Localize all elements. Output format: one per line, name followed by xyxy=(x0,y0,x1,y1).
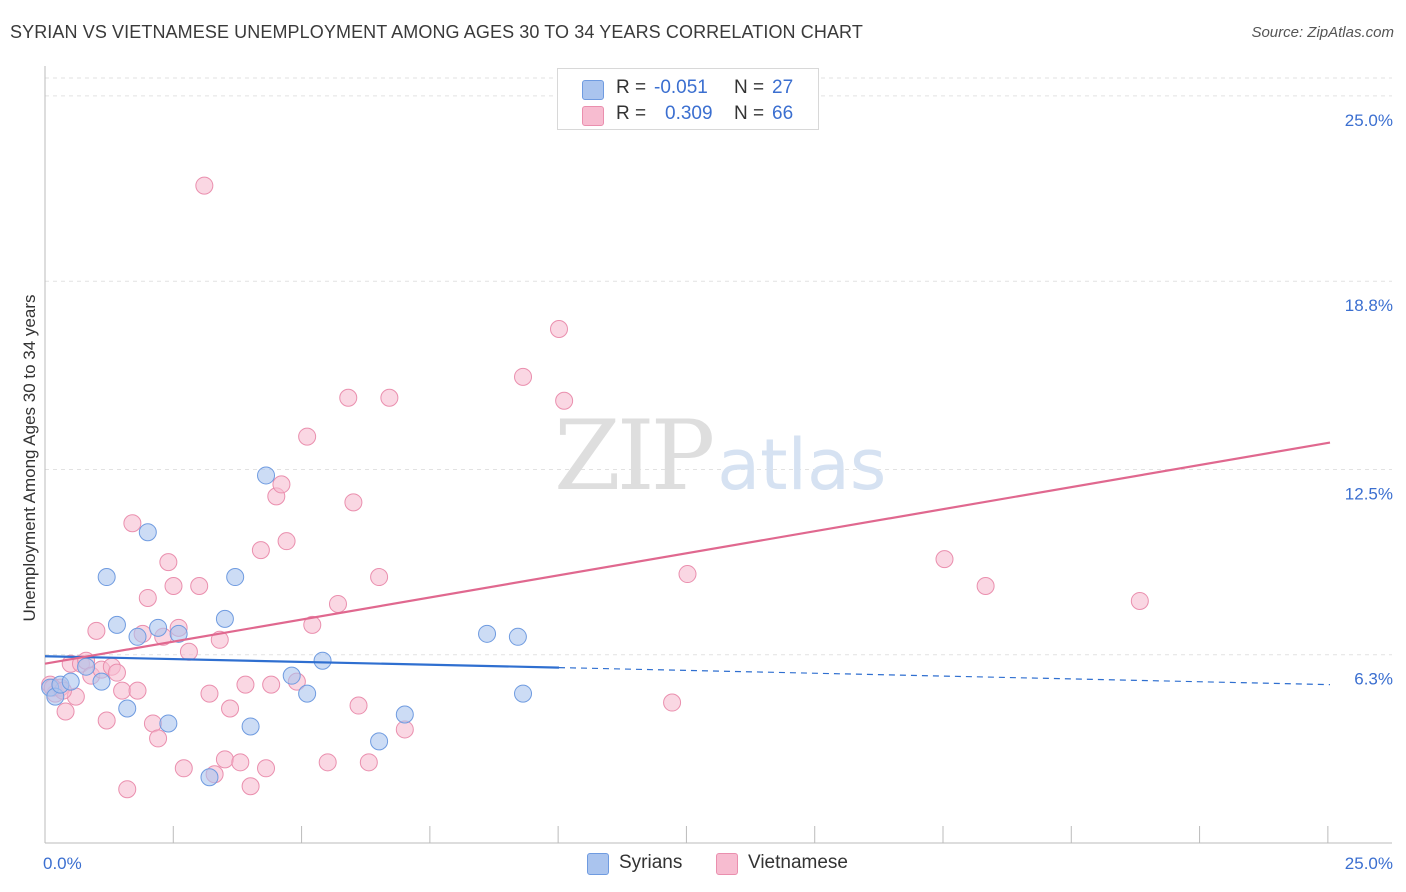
vietnamese-point xyxy=(56,702,75,721)
vietnamese-point xyxy=(236,675,255,694)
vietnamese-point xyxy=(251,541,270,560)
x-tick-label-max: 25.0% xyxy=(1345,854,1393,873)
x-tick-label-min: 0.0% xyxy=(43,854,82,873)
correlation-legend: R = -0.051 N = 27 R = 0.309 N = 66 xyxy=(557,68,819,130)
syrians-point xyxy=(370,732,389,751)
syrians-point xyxy=(298,684,317,703)
vietnamese-point xyxy=(87,621,106,640)
vietnamese-point xyxy=(231,753,250,772)
vietnamese-point xyxy=(935,550,954,569)
source-label: Source: ZipAtlas.com xyxy=(1251,24,1394,41)
vietnamese-point xyxy=(380,388,399,407)
syrians-point xyxy=(138,523,157,542)
vietnamese-point xyxy=(555,391,574,410)
vietnamese-point xyxy=(190,577,209,596)
syrians-point xyxy=(395,705,414,724)
vietnamese-point xyxy=(257,759,276,778)
vietnamese-point xyxy=(210,630,229,649)
syrians-point xyxy=(128,627,147,646)
vietnamese-r-value: 0.309 xyxy=(665,103,713,124)
vietnamese-point xyxy=(514,367,533,386)
vietnamese-point xyxy=(976,577,995,596)
syrians-n-label: N = xyxy=(734,77,765,98)
vietnamese-point xyxy=(128,681,147,700)
vietnamese-point xyxy=(118,780,137,799)
vietnamese-r-label: R = xyxy=(616,103,647,124)
syrians-point xyxy=(257,466,276,485)
vietnamese-point xyxy=(298,427,317,446)
vietnamese-point xyxy=(123,514,142,533)
vietnamese-point xyxy=(215,750,234,769)
vietnamese-point xyxy=(303,615,322,634)
syrians-r-value: -0.051 xyxy=(654,77,708,98)
vietnamese-point xyxy=(179,642,198,661)
vietnamese-point xyxy=(318,753,337,772)
y-tick-label: 18.8% xyxy=(1345,296,1393,315)
vietnamese-point xyxy=(113,681,132,700)
syrians-point xyxy=(149,618,168,637)
syrians-point xyxy=(159,714,178,733)
vietnamese-n-value: 66 xyxy=(772,103,794,124)
vietnamese-point xyxy=(678,565,697,584)
vietnamese-point xyxy=(195,176,214,195)
vietnamese-swatch xyxy=(582,106,604,126)
vietnamese-point xyxy=(272,475,291,494)
vietnamese-point xyxy=(262,675,281,694)
bottom-syrians-label: Syrians xyxy=(619,852,683,873)
syrians-point xyxy=(77,657,96,676)
vietnamese-n-label: N = xyxy=(734,103,765,124)
vietnamese-point xyxy=(97,711,116,730)
vietnamese-point xyxy=(159,553,178,572)
y-tick-label: 12.5% xyxy=(1345,484,1393,503)
syrians-point xyxy=(97,568,116,587)
vietnamese-point xyxy=(149,729,168,748)
bottom-syrians-swatch xyxy=(587,853,609,875)
vietnamese-point xyxy=(344,493,363,512)
syrians-trend-extension xyxy=(558,666,1331,686)
syrians-point xyxy=(478,624,497,643)
vietnamese-point xyxy=(339,388,358,407)
syrians-point xyxy=(282,666,301,685)
y-tick-label: 25.0% xyxy=(1345,111,1393,130)
vietnamese-point xyxy=(138,588,157,607)
syrians-point xyxy=(313,651,332,670)
bottom-vietnamese-label: Vietnamese xyxy=(748,852,848,873)
chart-title: SYRIAN VS VIETNAMESE UNEMPLOYMENT AMONG … xyxy=(10,22,863,42)
syrians-point xyxy=(215,609,234,628)
vietnamese-point xyxy=(143,714,162,733)
vietnamese-trend-line xyxy=(44,441,1331,665)
vietnamese-point xyxy=(663,693,682,712)
vietnamese-point xyxy=(277,532,296,551)
vietnamese-point xyxy=(328,594,347,613)
vietnamese-point xyxy=(221,699,240,718)
vietnamese-point xyxy=(370,568,389,587)
syrians-point xyxy=(508,627,527,646)
syrians-point xyxy=(169,624,188,643)
syrians-point xyxy=(241,717,260,736)
syrians-n-value: 27 xyxy=(772,77,794,98)
vietnamese-point xyxy=(174,759,193,778)
syrians-trend-line xyxy=(44,655,560,669)
vietnamese-point xyxy=(107,663,126,682)
syrians-point xyxy=(200,768,219,787)
bottom-vietnamese-swatch xyxy=(716,853,738,875)
syrians-point xyxy=(514,684,533,703)
y-tick-label: 6.3% xyxy=(1354,670,1393,689)
syrians-point xyxy=(226,568,245,587)
vietnamese-point xyxy=(241,777,260,796)
syrians-point xyxy=(92,672,111,691)
vietnamese-point xyxy=(200,684,219,703)
vietnamese-point xyxy=(1130,591,1149,610)
syrians-swatch xyxy=(582,80,604,100)
vietnamese-point xyxy=(359,753,378,772)
syrians-point xyxy=(107,615,126,634)
vietnamese-point xyxy=(349,696,368,715)
syrians-r-label: R = xyxy=(616,77,647,98)
vietnamese-point xyxy=(550,320,568,339)
syrians-point xyxy=(118,699,137,718)
syrians-point xyxy=(61,672,80,691)
vietnamese-point xyxy=(164,577,183,596)
y-axis-label: Unemployment Among Ages 30 to 34 years xyxy=(20,294,39,622)
